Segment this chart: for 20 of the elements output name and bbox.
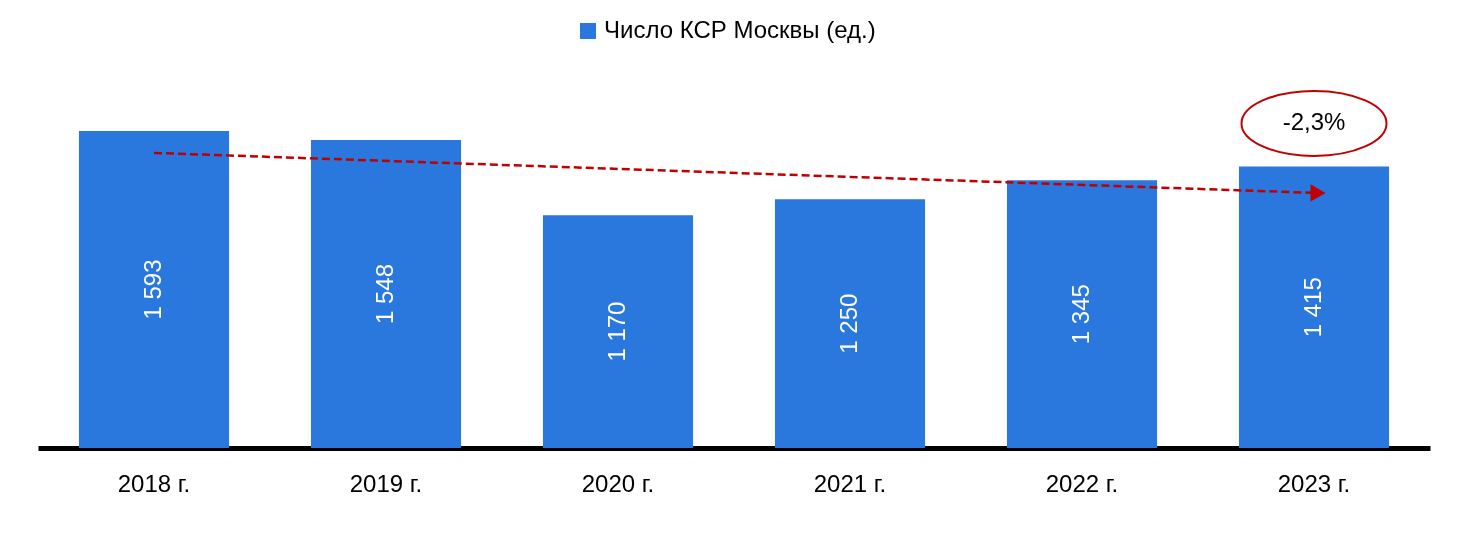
data-label: 1 548 (371, 263, 398, 325)
x-tick-label: 2021 г. (813, 469, 887, 497)
annotation: -2,3% (1282, 108, 1346, 136)
x-tick-label: 2022 г. (1045, 469, 1119, 497)
data-label: 1 250 (835, 293, 862, 354)
bar (1006, 180, 1158, 448)
bar (542, 215, 694, 448)
x-tick-label: 2018 г. (117, 469, 191, 497)
data-label: 1 345 (1067, 284, 1094, 345)
x-tick-label: 2023 г. (1277, 469, 1351, 497)
bar (310, 139, 462, 448)
data-label: 1 170 (603, 301, 630, 362)
data-label: 1 415 (1299, 277, 1326, 338)
bar (1238, 166, 1390, 448)
bar (774, 199, 926, 448)
data-label: 1 593 (139, 259, 166, 320)
legend-label: Число КСР Москвы (ед.) (604, 16, 876, 43)
x-tick-label: 2019 г. (349, 469, 423, 497)
x-tick-label: 2020 г. (581, 469, 655, 497)
bar (78, 131, 230, 448)
